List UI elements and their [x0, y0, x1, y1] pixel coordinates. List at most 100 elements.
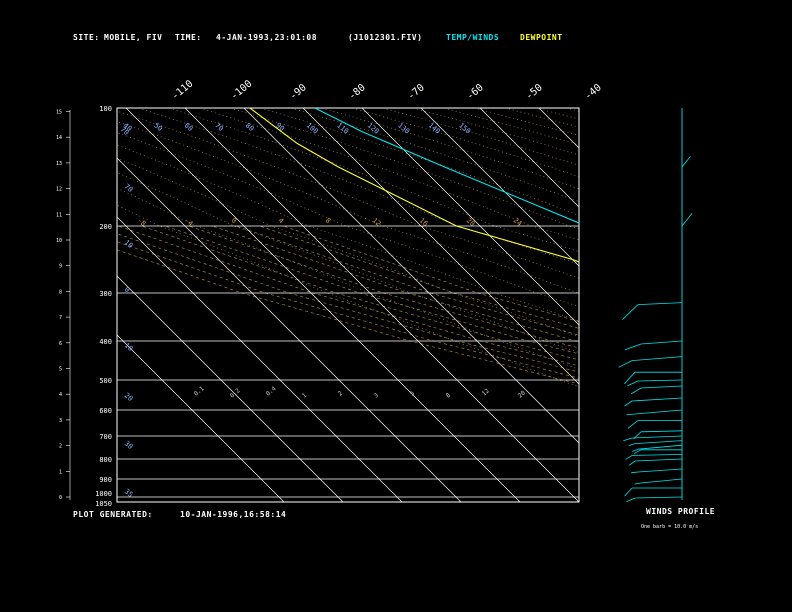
dry-adiabat-line: [688, 108, 792, 502]
wind-barb: [631, 356, 683, 361]
footer-generated-value: 10-JAN-1996,16:58:14: [180, 510, 287, 519]
wetbulb-label: 24: [512, 216, 524, 228]
dry-adiabat-line: [230, 108, 579, 230]
wind-barb-flag: [624, 400, 633, 407]
moist-adiabat-line: [117, 241, 579, 379]
height-tick-label: 1: [59, 469, 62, 475]
top-temp-label: -80: [347, 82, 368, 102]
height-tick-label: 13: [56, 161, 62, 167]
header-site-label: SITE:: [73, 33, 100, 42]
top-temp-label: -40: [583, 82, 604, 102]
moist-adiabat-line: [283, 225, 579, 323]
wind-barb-flag: [626, 497, 636, 503]
dry-adiabat-line: [117, 204, 579, 388]
height-tick-label: 15: [56, 110, 62, 116]
wind-barb: [637, 302, 683, 305]
moist-adiabat-line: [259, 225, 579, 329]
mixing-ratio-label: 3: [373, 392, 381, 400]
isotherm-line: [361, 108, 579, 326]
theta-label: 110: [335, 121, 350, 135]
wind-barb-flag: [634, 482, 642, 485]
wind-barb: [631, 454, 683, 456]
pressure-tick-label: 700: [99, 433, 112, 441]
wetbulb-label: -8: [136, 216, 148, 228]
pressure-tick-label: 100: [99, 105, 112, 113]
theta-e-label: 20: [123, 391, 135, 403]
height-tick-label: 10: [56, 238, 62, 244]
theta-e-label: 70: [123, 182, 135, 194]
height-tick-label: 11: [56, 212, 62, 218]
dry-adiabat-line: [474, 108, 579, 136]
isotherm-line: [243, 108, 579, 444]
isotherm-line: [117, 334, 285, 502]
wind-barb-flag: [630, 387, 642, 395]
wind-barb: [634, 440, 683, 444]
dry-adiabat-line: [535, 108, 579, 120]
footer-generated-label: PLOT GENERATED:: [73, 510, 153, 519]
height-tick-label: 5: [59, 367, 62, 373]
height-tick-label: 3: [59, 418, 62, 424]
header-site-value: MOBILE, FIV: [104, 33, 163, 42]
top-temp-label: -50: [524, 82, 545, 102]
mixing-ratio-label: 0.2: [229, 387, 242, 400]
wind-barb: [637, 468, 683, 473]
dry-adiabat-line: [117, 172, 579, 353]
theta-label: 150: [457, 121, 472, 135]
wetbulb-label: 16: [418, 216, 430, 228]
isotherm-line: [716, 108, 792, 502]
wetbulb-label: 4: [277, 216, 285, 225]
wind-barb-flag: [681, 213, 693, 227]
pressure-tick-label: 200: [99, 223, 112, 231]
header-file-value: (J1012301.FIV): [348, 33, 423, 42]
wind-barb: [640, 385, 683, 389]
isotherm-line: [184, 108, 579, 502]
theta-label: 80: [244, 121, 256, 133]
moist-adiabat-line: [188, 225, 579, 349]
mixing-ratio-label: 12: [481, 387, 491, 397]
theta-label: 60: [183, 121, 195, 133]
pressure-tick-label: 800: [99, 456, 112, 464]
moist-adiabat-line: [165, 225, 579, 355]
dewpoint-profile-line: [249, 108, 579, 263]
wetbulb-label: -4: [183, 216, 195, 228]
isotherm-line: [117, 216, 403, 502]
mixing-ratio-label: 0.4: [265, 385, 278, 398]
dry-adiabat-line: [138, 108, 579, 265]
wind-barb: [634, 496, 683, 499]
wind-barb-flag: [631, 471, 639, 474]
height-tick-label: 4: [59, 392, 62, 398]
pressure-tick-label: 900: [99, 476, 112, 484]
wind-barb-flag: [626, 413, 636, 416]
height-tick-label: 2: [59, 444, 62, 450]
height-tick-label: 0: [59, 495, 62, 501]
wind-barb-flag: [627, 420, 639, 429]
top-temp-label: -60: [465, 82, 486, 102]
mixing-ratio-label: 0.1: [193, 385, 206, 398]
theta-label: 130: [396, 121, 411, 135]
moist-adiabat-line: [117, 249, 579, 384]
wind-barb: [640, 430, 683, 433]
dry-adiabat-line: [117, 187, 579, 370]
dry-adiabat-line: [117, 132, 579, 307]
pressure-tick-label: 600: [99, 407, 112, 415]
mixing-ratio-label: 1: [301, 392, 309, 400]
wind-barb-flag: [634, 449, 642, 454]
height-tick-label: 9: [59, 264, 62, 270]
moist-adiabat-line: [141, 225, 579, 361]
theta-label: 50: [152, 121, 164, 133]
wetbulb-label: 12: [371, 216, 383, 228]
dry-adiabat-line: [117, 110, 579, 279]
isotherm-line: [420, 108, 579, 267]
isotherm-line: [775, 108, 792, 502]
dry-adiabat-line: [321, 108, 579, 190]
isotherm-line: [657, 108, 792, 502]
height-tick-label: 8: [59, 289, 62, 295]
wind-barb: [640, 478, 683, 484]
wetbulb-label: 20: [465, 216, 477, 228]
theta-e-label: 0: [123, 285, 131, 294]
wind-barb: [634, 458, 683, 462]
pressure-tick-label: 300: [99, 290, 112, 298]
theta-e-label: 30: [123, 439, 135, 451]
dry-adiabat-line: [260, 108, 579, 216]
wind-barb: [637, 379, 683, 382]
